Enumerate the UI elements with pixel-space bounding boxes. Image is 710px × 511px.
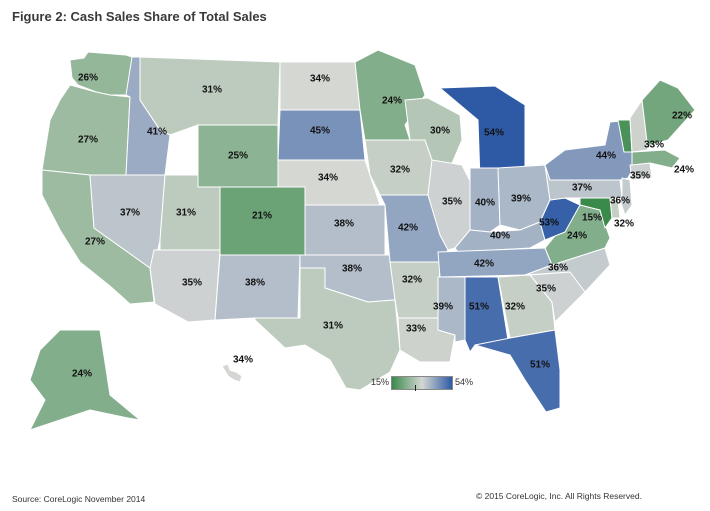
state-label-la: 33% [406, 324, 426, 335]
state-label-ms: 39% [433, 302, 453, 313]
state-label-nc: 36% [548, 263, 568, 274]
state-label-pa: 37% [572, 183, 592, 194]
state-nj [619, 177, 633, 216]
state-fl [474, 329, 561, 413]
state-az [149, 249, 221, 323]
state-label-il: 35% [442, 197, 462, 208]
state-label-nh: 33% [644, 140, 664, 151]
state-label-wi: 30% [430, 126, 450, 137]
state-label-ak: 24% [72, 369, 92, 380]
state-label-ks: 38% [334, 219, 354, 230]
state-label-mn: 24% [382, 96, 402, 107]
state-label-ia: 32% [390, 165, 410, 176]
state-ks [304, 204, 386, 256]
state-label-co: 21% [252, 211, 272, 222]
state-or [41, 84, 131, 176]
state-nd [279, 61, 361, 111]
state-label-ar: 32% [402, 275, 422, 286]
state-label-al: 51% [469, 302, 489, 313]
state-label-wv: 53% [539, 218, 559, 229]
state-tx [254, 267, 401, 391]
state-hi [221, 363, 243, 383]
state-label-fl: 51% [530, 360, 550, 371]
legend-max-label: 54% [455, 377, 474, 387]
state-mt [139, 56, 281, 136]
state-label-or: 27% [78, 135, 98, 146]
state-de [609, 197, 621, 219]
state-label-nv: 37% [120, 208, 140, 219]
state-label-ma: 24% [674, 165, 694, 176]
state-label-id: 41% [147, 127, 167, 138]
state-label-ok: 38% [342, 264, 362, 275]
state-label-nd: 34% [310, 74, 330, 85]
state-label-ca: 27% [85, 237, 105, 248]
state-label-oh: 39% [511, 194, 531, 205]
state-ny [544, 119, 633, 181]
legend-gradient-bar [391, 376, 453, 390]
state-label-hi: 34% [233, 355, 253, 366]
state-label-tn: 42% [474, 259, 494, 270]
source-note: Source: CoreLogic November 2014 [12, 494, 146, 504]
legend-min-label: 15% [371, 377, 390, 387]
state-in [469, 167, 501, 233]
state-label-mi: 54% [484, 128, 504, 139]
state-label-ne: 34% [318, 173, 338, 184]
state-ak [29, 329, 141, 431]
copyright-note: © 2015 CoreLogic, Inc. All Rights Reserv… [476, 491, 642, 501]
state-label-wa: 26% [78, 73, 98, 84]
state-label-sc: 35% [536, 284, 556, 295]
state-label-ut: 31% [176, 208, 196, 219]
state-label-nj: 36% [610, 196, 630, 207]
state-label-sd: 45% [310, 126, 330, 137]
state-label-va: 24% [567, 231, 587, 242]
state-label-mo: 42% [398, 223, 418, 234]
legend-tick [415, 385, 416, 391]
state-me [641, 79, 696, 151]
state-label-mt: 31% [202, 85, 222, 96]
state-label-de: 32% [614, 219, 634, 230]
state-label-ky: 40% [490, 231, 510, 242]
state-label-wy: 25% [228, 151, 248, 162]
state-ma [631, 149, 681, 169]
state-label-tx: 31% [323, 321, 343, 332]
state-label-ny: 44% [596, 151, 616, 162]
state-label-in: 40% [475, 198, 495, 209]
figure-title: Figure 2: Cash Sales Share of Total Sale… [12, 9, 267, 24]
state-label-ct: 35% [630, 171, 650, 182]
state-label-nm: 38% [245, 278, 265, 289]
state-label-az: 35% [182, 278, 202, 289]
state-label-md: 15% [582, 213, 602, 224]
state-label-me: 22% [672, 111, 692, 122]
state-label-ga: 32% [505, 302, 525, 313]
